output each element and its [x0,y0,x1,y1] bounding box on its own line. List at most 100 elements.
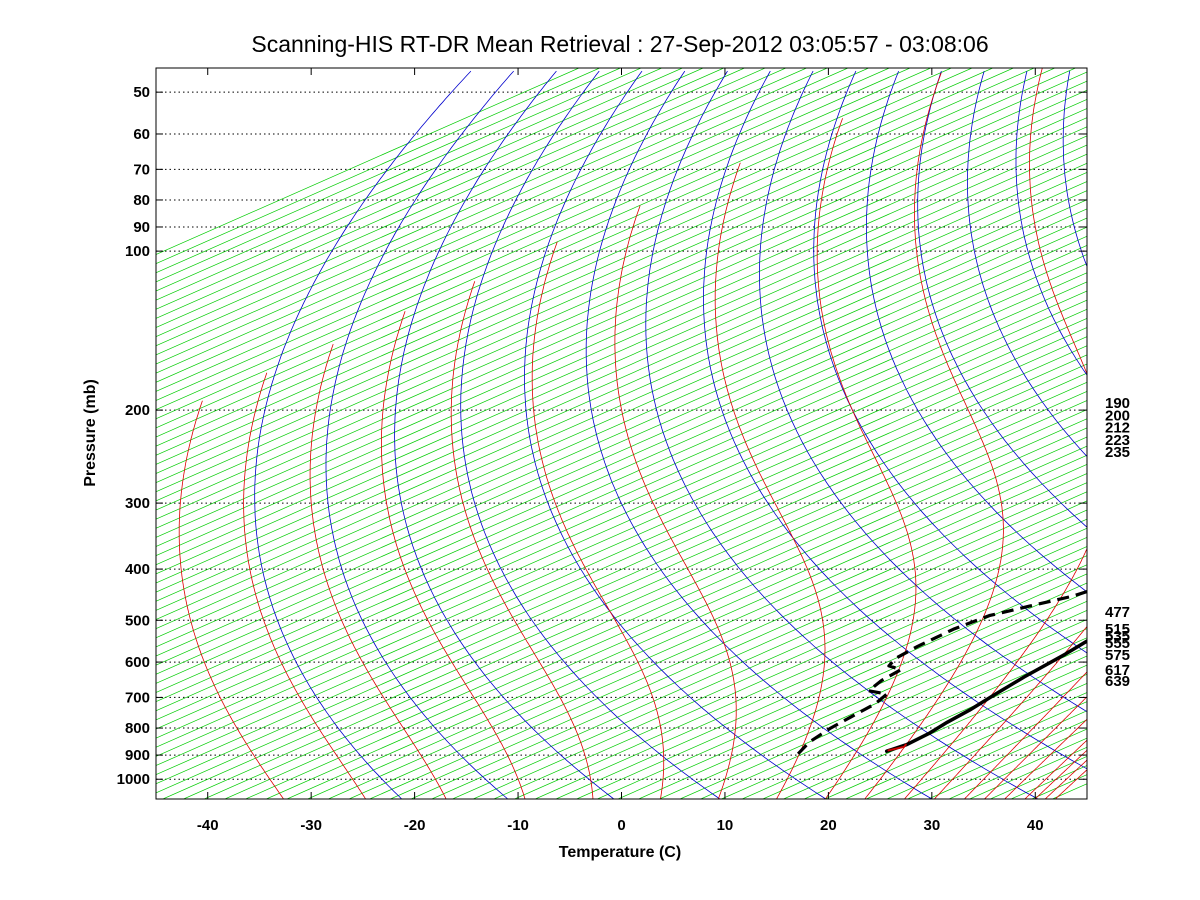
isotherm [156,290,1087,703]
isotherm [156,208,1087,620]
isotherm [638,600,1087,799]
isotherm [156,68,786,347]
y-tick-label-300: 300 [125,495,150,512]
x-tick-label-20: 20 [820,817,837,834]
isotherm [156,372,1087,785]
isotherm [156,68,704,310]
moist-adiabat [531,241,665,799]
isotherm [286,445,1087,799]
y-tick-label-200: 200 [125,402,150,419]
isotherm [679,619,1087,799]
isotherm [156,345,1087,757]
isotherm [156,235,1087,648]
isotherm [156,68,1076,474]
isotherm [156,336,1087,748]
dry-adiabat [645,70,1039,799]
y-tick-label-60: 60 [133,126,150,143]
y-tick-label-50: 50 [133,84,150,101]
isotherm [156,318,1087,730]
y-axis-ticks: 50 60 70 80 90 100 200 300 400 500 600 700 800 900 100… [117,84,1087,788]
dry-adiabat [865,70,1087,593]
right-label-617: 617 [1105,662,1130,679]
y-tick-label-70: 70 [133,161,150,178]
moist-adiabat [614,205,737,799]
isotherm [156,68,807,356]
right-label-515: 515 [1105,621,1130,638]
dry-adiabat [460,70,721,799]
isotherm [156,68,828,365]
isotherm [307,454,1087,799]
dry-adiabat [325,70,514,799]
isotherm [156,245,1087,657]
isotherm [266,436,1087,799]
surface-segment-line [887,743,907,752]
right-label-639: 639 [1105,673,1130,690]
isotherm [156,68,600,265]
isotherm [156,68,952,420]
isotherm [156,68,849,374]
moist-adiabat [1024,739,1087,799]
isotherm [156,299,1087,712]
isotherm [183,400,1087,799]
isotherm [156,135,1087,547]
isotherm [845,692,1087,799]
right-label-235: 235 [1105,444,1130,461]
x-tick-label--20: -20 [404,817,426,834]
isotherm [156,89,1087,502]
isotherm [762,655,1087,799]
y-tick-label-400: 400 [125,561,150,578]
isotherm [156,117,1087,529]
chart-title: Scanning-HIS RT-DR Mean Retrieval : 27-S… [251,31,988,57]
isotherm [156,281,1087,693]
isotherm [411,500,1087,799]
isotherm [156,162,1087,575]
y-tick-label-900: 900 [125,747,150,764]
isotherm [804,673,1087,799]
isotherm [328,464,1087,799]
isotherm [597,582,1087,799]
dry-adiabat [813,70,1087,654]
isotherm [162,391,1087,799]
y-tick-label-80: 80 [133,192,150,209]
isotherm [156,68,766,338]
right-label-200: 200 [1105,407,1130,424]
isotherm [493,537,1087,799]
x-tick-label-30: 30 [923,817,940,834]
isotherm [156,68,724,319]
dry-adiabat [394,70,615,799]
right-label-575: 575 [1105,647,1130,664]
moist-adiabat [714,162,826,799]
right-label-223: 223 [1105,432,1130,449]
isotherm [156,272,1087,684]
moist-adiabat [243,372,366,799]
isotherm [156,217,1087,630]
x-tick-label--10: -10 [507,817,529,834]
moist-adiabat [934,625,1087,799]
x-tick-label--40: -40 [197,817,219,834]
isotherm [156,263,1087,675]
isotherm [156,71,1087,484]
isotherm [886,710,1087,799]
isotherm [156,108,1087,520]
isotherm [156,68,683,301]
isotherm [156,254,1087,666]
temperature-profile-line [884,638,1087,753]
isotherm [156,68,931,411]
right-label-535: 535 [1105,628,1130,645]
thermodynamic-background-lines [156,68,1087,799]
moist-adiabat [1004,718,1087,799]
isotherm [156,308,1087,721]
isotherm [700,628,1087,799]
isotherm [156,68,869,383]
isotherm [156,68,993,438]
moist-adiabat [309,343,447,799]
right-label-190: 190 [1105,395,1130,412]
dry-adiabat [524,70,827,799]
isotherm [156,80,1087,493]
moist-adiabat [381,311,526,799]
dry-adiabat [585,70,933,799]
dry-adiabat [703,70,1087,770]
y-tick-label-700: 700 [125,689,150,706]
y-tick-label-1000: 1000 [117,771,150,788]
